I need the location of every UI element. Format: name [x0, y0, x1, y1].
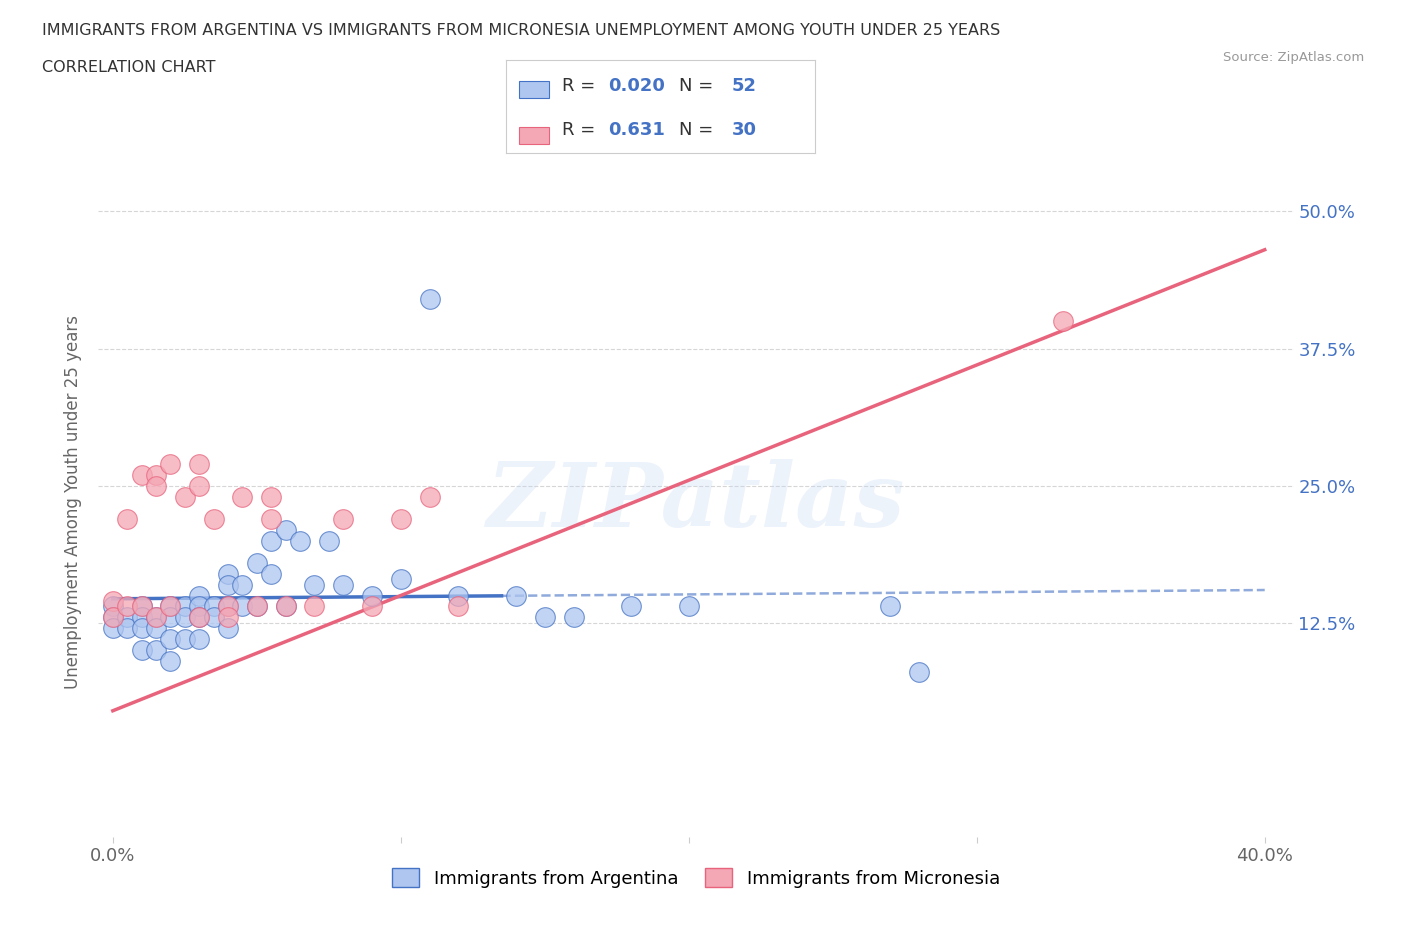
Point: [332, 578, 354, 592]
Point: [304, 599, 326, 614]
Text: 30: 30: [733, 121, 756, 140]
Point: [260, 512, 283, 526]
Point: [115, 512, 138, 526]
Point: [217, 599, 239, 614]
Point: [389, 512, 412, 526]
Point: [562, 610, 585, 625]
Point: [159, 654, 181, 669]
Point: [332, 512, 354, 526]
Point: [288, 533, 311, 548]
Point: [217, 566, 239, 581]
Point: [159, 610, 181, 625]
Point: [447, 599, 470, 614]
Point: [145, 610, 167, 625]
Bar: [519, 81, 550, 98]
Point: [246, 599, 269, 614]
Point: [533, 610, 555, 625]
Text: R =: R =: [562, 77, 600, 96]
Point: [145, 643, 167, 658]
Point: [217, 578, 239, 592]
Point: [260, 566, 283, 581]
Point: [505, 588, 527, 603]
Point: [304, 578, 326, 592]
Point: [202, 599, 225, 614]
Point: [101, 610, 124, 625]
Point: [231, 599, 253, 614]
Point: [361, 599, 384, 614]
Point: [217, 599, 239, 614]
Point: [274, 599, 297, 614]
Text: R =: R =: [562, 121, 600, 140]
Point: [131, 467, 153, 482]
Legend: Immigrants from Argentina, Immigrants from Micronesia: Immigrants from Argentina, Immigrants fr…: [385, 861, 1007, 895]
Point: [361, 588, 384, 603]
Text: N =: N =: [679, 121, 720, 140]
Bar: [519, 127, 550, 144]
Text: 0.020: 0.020: [609, 77, 665, 96]
Point: [1052, 313, 1074, 328]
Point: [188, 478, 211, 493]
Point: [115, 610, 138, 625]
Point: [217, 610, 239, 625]
Point: [115, 599, 138, 614]
Point: [131, 621, 153, 636]
Point: [217, 621, 239, 636]
Point: [246, 555, 269, 570]
Point: [246, 599, 269, 614]
Point: [274, 599, 297, 614]
Point: [188, 610, 211, 625]
Y-axis label: Unemployment Among Youth under 25 years: Unemployment Among Youth under 25 years: [65, 315, 83, 689]
Text: Source: ZipAtlas.com: Source: ZipAtlas.com: [1223, 51, 1364, 64]
Point: [131, 599, 153, 614]
Point: [202, 512, 225, 526]
Point: [419, 489, 441, 504]
Point: [159, 599, 181, 614]
Text: ZIPatlas: ZIPatlas: [488, 458, 904, 546]
Point: [188, 610, 211, 625]
Point: [908, 665, 931, 680]
Text: 52: 52: [733, 77, 756, 96]
Point: [188, 599, 211, 614]
Point: [131, 610, 153, 625]
Point: [159, 632, 181, 647]
Point: [260, 489, 283, 504]
Point: [879, 599, 901, 614]
Point: [231, 489, 253, 504]
Point: [145, 467, 167, 482]
Point: [620, 599, 643, 614]
Point: [131, 643, 153, 658]
Point: [101, 593, 124, 608]
Point: [145, 610, 167, 625]
Point: [202, 610, 225, 625]
Point: [115, 621, 138, 636]
Point: [159, 599, 181, 614]
Point: [389, 572, 412, 587]
Point: [101, 621, 124, 636]
Point: [318, 533, 340, 548]
Point: [131, 599, 153, 614]
Point: [231, 578, 253, 592]
Point: [260, 533, 283, 548]
Point: [419, 292, 441, 307]
Point: [678, 599, 700, 614]
Point: [159, 457, 181, 472]
Point: [173, 610, 195, 625]
Point: [173, 632, 195, 647]
Text: CORRELATION CHART: CORRELATION CHART: [42, 60, 215, 75]
Point: [447, 588, 470, 603]
Text: N =: N =: [679, 77, 720, 96]
Text: 0.631: 0.631: [609, 121, 665, 140]
Point: [145, 478, 167, 493]
Point: [173, 599, 195, 614]
Point: [145, 621, 167, 636]
Point: [101, 610, 124, 625]
Point: [188, 632, 211, 647]
Point: [188, 588, 211, 603]
Point: [188, 457, 211, 472]
Point: [274, 523, 297, 538]
Text: IMMIGRANTS FROM ARGENTINA VS IMMIGRANTS FROM MICRONESIA UNEMPLOYMENT AMONG YOUTH: IMMIGRANTS FROM ARGENTINA VS IMMIGRANTS …: [42, 23, 1001, 38]
Point: [101, 599, 124, 614]
Point: [173, 489, 195, 504]
